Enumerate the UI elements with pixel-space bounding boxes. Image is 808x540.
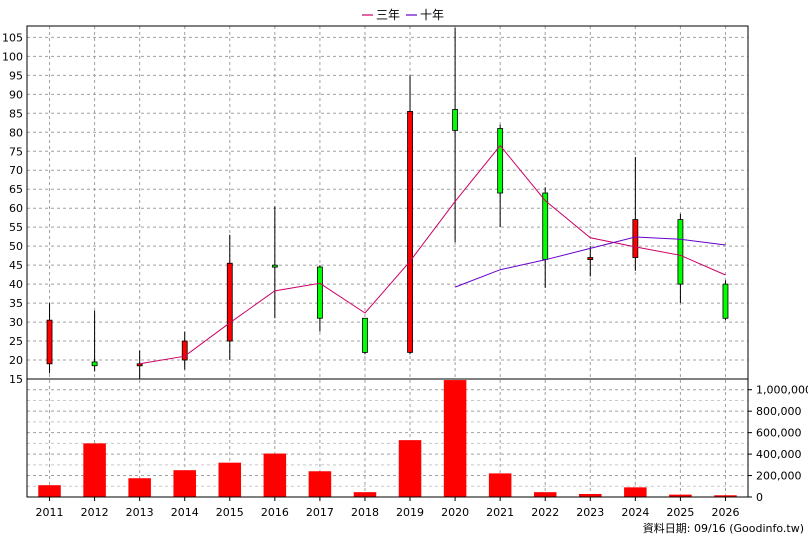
volume-tick-label: 600,000	[756, 427, 802, 440]
data-date-footer: 資料日期: 09/16 (Goodinfo.tw)	[643, 521, 804, 535]
price-tick-label: 100	[2, 50, 23, 63]
candle-body-2026	[722, 283, 729, 319]
candle-body-2013	[136, 363, 143, 367]
volume-tick-label: 400,000	[756, 448, 802, 461]
volume-bar-2013	[128, 478, 151, 497]
x-tick-label-2020: 2020	[441, 506, 469, 519]
price-tick-label: 85	[9, 107, 23, 120]
price-tick-label: 75	[9, 145, 23, 158]
volume-bar-2014	[173, 470, 196, 497]
price-tick-label: 70	[9, 164, 23, 177]
axes: 1520253035404550556065707580859095100105…	[2, 25, 808, 519]
price-tick-label: 80	[9, 126, 23, 139]
volume-bar-2018	[353, 492, 377, 497]
price-tick-label: 65	[9, 183, 23, 196]
ma-line-3y	[139, 144, 726, 365]
candle-body-2015	[226, 262, 233, 342]
price-tick-label: 35	[9, 297, 23, 310]
ma-line-10y	[454, 236, 726, 288]
volume-bar-2012	[83, 443, 106, 497]
x-tick-label-2023: 2023	[576, 506, 604, 519]
price-tick-label: 90	[9, 88, 23, 101]
candle-body-2021	[497, 128, 504, 194]
volume-bar-2015	[218, 462, 242, 497]
volume-tick-label: 200,000	[756, 470, 802, 483]
x-tick-label-2022: 2022	[531, 506, 559, 519]
price-tick-label: 55	[9, 221, 23, 234]
candle-body-2025	[677, 219, 684, 285]
volume-tick-label: 800,000	[756, 405, 802, 418]
candle-body-2022	[542, 192, 549, 260]
volume-bar-2026	[714, 495, 737, 497]
x-tick-label-2016: 2016	[261, 506, 289, 519]
volume-tick-label: 0	[756, 491, 763, 504]
price-tick-label: 40	[9, 278, 23, 291]
price-tick-label: 25	[9, 335, 23, 348]
candle-body-2023	[587, 257, 594, 260]
price-tick-label: 60	[9, 202, 23, 215]
x-tick-label-2011: 2011	[36, 506, 64, 519]
candle-body-2012	[91, 361, 98, 367]
x-tick-label-2021: 2021	[486, 506, 514, 519]
candle-body-2011	[46, 319, 53, 365]
x-tick-label-2018: 2018	[351, 506, 379, 519]
grid	[27, 26, 748, 497]
volume-bar-2021	[488, 473, 512, 497]
x-tick-label-2026: 2026	[711, 506, 739, 519]
x-tick-label-2024: 2024	[621, 506, 649, 519]
volume-bar-2025	[669, 494, 692, 497]
candle-body-2014	[181, 340, 188, 361]
price-tick-label: 20	[9, 354, 23, 367]
x-tick-label-2017: 2017	[306, 506, 334, 519]
candle-body-2019	[407, 111, 413, 353]
x-tick-label-2013: 2013	[126, 506, 154, 519]
price-plot-area	[27, 26, 748, 379]
candle-body-2017	[317, 266, 323, 319]
volume-bar-2016	[263, 453, 287, 497]
volume-bar-2024	[624, 487, 647, 497]
price-tick-label: 45	[9, 259, 23, 272]
candle-body-2020	[452, 109, 458, 131]
price-tick-label: 30	[9, 316, 23, 329]
volume-plot-area	[27, 379, 748, 497]
candle-body-2016	[271, 264, 278, 268]
candle-body-2024	[632, 219, 639, 258]
volume-bar-2022	[533, 492, 557, 497]
x-tick-label-2025: 2025	[666, 506, 694, 519]
volume-bar-2019	[398, 440, 422, 497]
x-tick-label-2015: 2015	[216, 506, 244, 519]
volume-bar-2023	[579, 493, 602, 497]
price-panel	[46, 27, 729, 379]
x-tick-label-2014: 2014	[171, 506, 199, 519]
price-tick-label: 15	[9, 373, 23, 386]
legend-label-10y: 十年	[420, 8, 444, 22]
x-tick-label-2012: 2012	[81, 506, 109, 519]
x-tick-label-2019: 2019	[396, 506, 424, 519]
price-tick-label: 95	[9, 69, 23, 82]
volume-panel	[38, 380, 737, 497]
volume-bar-2011	[38, 485, 61, 497]
legend: 三年 十年	[362, 8, 444, 22]
plot-frame	[26, 25, 749, 498]
legend-label-3y: 三年	[376, 8, 400, 22]
price-tick-label: 105	[2, 31, 23, 44]
price-tick-label: 50	[9, 240, 23, 253]
volume-tick-label: 1,000,000	[756, 384, 808, 397]
volume-bar-2020	[443, 380, 467, 497]
candle-body-2018	[362, 317, 368, 353]
volume-bar-2017	[308, 471, 332, 497]
